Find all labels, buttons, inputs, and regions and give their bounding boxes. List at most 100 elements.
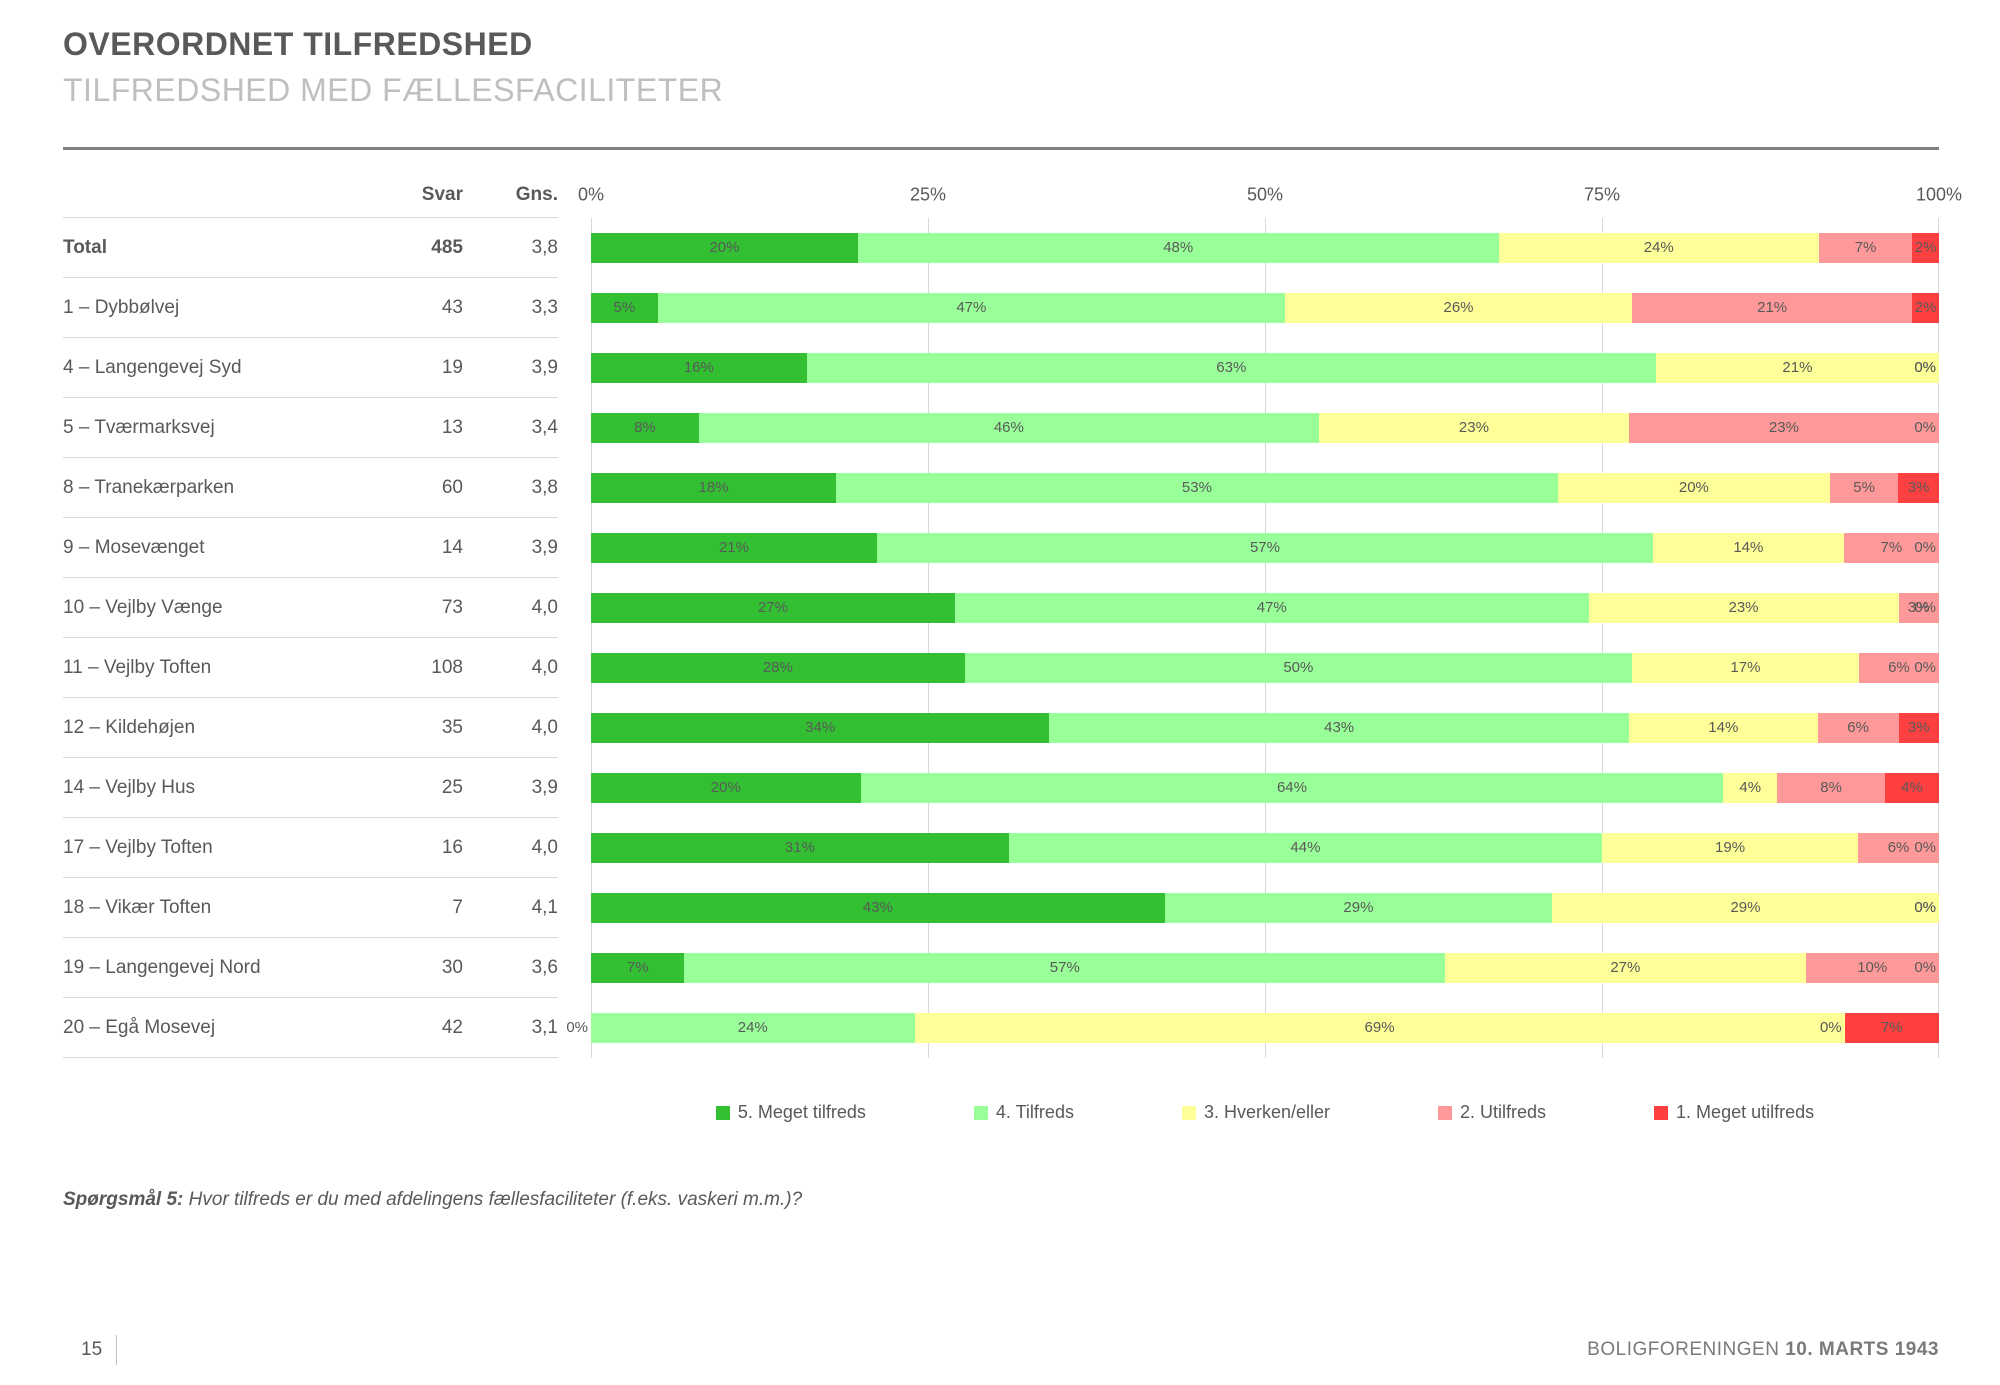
legend-label: 5. Meget tilfreds — [737, 1102, 866, 1122]
bar-segment: 27% — [1445, 953, 1806, 983]
bar-segment: 10% — [1805, 953, 1939, 983]
row-gns-value: 3,6 — [531, 956, 558, 978]
title-divider — [63, 147, 1939, 150]
row-label: Total — [63, 236, 107, 258]
x-axis-tick: 100% — [1915, 184, 1963, 205]
footer-org: BOLIGFORENINGEN — [1587, 1339, 1786, 1360]
bar-segment: 5% — [1830, 473, 1899, 503]
bar-segment-label: 4% — [1739, 779, 1762, 796]
bar-segment-label: 23% — [1768, 419, 1799, 436]
bar-segment-label: 6% — [1847, 719, 1869, 736]
table-row: 8 – Tranekærparken 60 3,8 18% 53% 20% 5% 3% — [63, 458, 1939, 518]
x-axis-tick: 0% — [577, 184, 605, 205]
bar-segment: 24% — [591, 1013, 915, 1043]
bar-segment: 26% — [1285, 293, 1632, 323]
row-gns-value: 3,9 — [531, 356, 558, 378]
bar-segment: 43% — [1049, 713, 1629, 743]
bar-segment: 53% — [836, 473, 1558, 503]
row-svar-value: 30 — [441, 956, 463, 978]
bar-zero-label: 0% — [1914, 899, 1936, 916]
bar-segment: 47% — [954, 593, 1589, 623]
bar-segment-label: 24% — [1643, 239, 1674, 256]
bar-segment-label: 19% — [1715, 839, 1746, 856]
bar-zero-label: 0% — [1914, 419, 1936, 436]
row-gns-value: 3,9 — [531, 536, 558, 558]
legend-label: 3. Hverken/eller — [1203, 1102, 1331, 1122]
legend-item: 1. Meget utilfreds — [1654, 1102, 1814, 1123]
footer-date: 10. MARTS 1943 — [1785, 1339, 1939, 1360]
page-subtitle: TILFREDSHED MED FÆLLESFACILITETER — [63, 72, 724, 108]
bar-segment: 16% — [591, 353, 807, 383]
bar-segment: 57% — [684, 953, 1446, 983]
row-svar-value: 7 — [452, 896, 463, 918]
row-svar-value: 108 — [431, 656, 463, 678]
bar-segment: 44% — [1008, 833, 1602, 863]
bar-segment: 23% — [1588, 593, 1899, 623]
stacked-bar: 5% 47% 26% 21% 2% — [591, 293, 1939, 323]
table-row: 18 – Vikær Toften 7 4,1 43% 29% 29% 0% 0% — [63, 878, 1939, 938]
bar-segment: 6% — [1858, 653, 1939, 683]
bar-segment: 4% — [1723, 773, 1778, 803]
bar-segment-label: 50% — [1283, 659, 1314, 676]
legend-swatch-icon — [973, 1105, 988, 1120]
bar-segment: 21% — [1655, 353, 1939, 383]
bar-segment-label: 31% — [784, 839, 815, 856]
bar-zero-label: 0% — [1914, 359, 1936, 376]
bar-segment: 7% — [1843, 533, 1939, 563]
row-svar-value: 19 — [441, 356, 463, 378]
stacked-bar: 8% 46% 23% 23% 0% — [591, 413, 1939, 443]
row-label: 17 – Vejlby Toften — [63, 836, 213, 858]
bar-segment-label: 24% — [737, 1019, 768, 1036]
bar-segment: 4% — [1885, 773, 1939, 803]
legend-swatch-icon — [715, 1105, 730, 1120]
bar-segment: 57% — [876, 533, 1654, 563]
bar-segment: 31% — [591, 833, 1009, 863]
bar-segment-label: 17% — [1730, 659, 1761, 676]
bar-segment: 2% — [1912, 293, 1939, 323]
bar-segment: 21% — [1632, 293, 1913, 323]
page-number-divider — [116, 1335, 118, 1365]
bar-segment-label: 20% — [709, 239, 740, 256]
x-axis-tick: 25% — [909, 184, 947, 205]
chart-rows: Total 485 3,8 20% 48% 24% 7% 2% 1 – Dybbølvej 43 3… — [63, 218, 1939, 1058]
bar-segment: 8% — [1777, 773, 1886, 803]
row-gns-value: 4,0 — [531, 596, 558, 618]
bar-zero-label: 0% — [1914, 659, 1936, 676]
table-row: 17 – Vejlby Toften 16 4,0 31% 44% 19% 6% 0% — [63, 818, 1939, 878]
legend-label: 4. Tilfreds — [995, 1102, 1074, 1122]
bar-segment: 23% — [1318, 413, 1629, 443]
bar-segment: 64% — [860, 773, 1724, 803]
question-text: Hvor tilfreds er du med afdelingens fæll… — [183, 1189, 803, 1210]
bar-zero-label: 0% — [1914, 599, 1936, 616]
stacked-bar: 27% 47% 23% 3% 0% — [591, 593, 1939, 623]
bar-segment: 3% — [1898, 593, 1939, 623]
stacked-bar: 20% 48% 24% 7% 2% — [591, 233, 1939, 263]
bar-segment: 20% — [1557, 473, 1831, 503]
stacked-bar: 28% 50% 17% 6% 0% — [591, 653, 1939, 683]
bar-segment: 14% — [1628, 713, 1818, 743]
row-label: 1 – Dybbølvej — [63, 296, 180, 318]
bar-segment-label: 14% — [1708, 719, 1739, 736]
row-svar-value: 14 — [441, 536, 463, 558]
bar-segment-label: 4% — [1901, 779, 1923, 796]
bar-zero-label: 0% — [1819, 1019, 1842, 1036]
legend-item: 2. Utilfreds — [1438, 1102, 1546, 1123]
bar-segment-label: 18% — [698, 479, 729, 496]
table-row: 20 – Egå Mosevej 42 3,1 0% 24% 69% 0% 7% — [63, 998, 1939, 1058]
bar-segment-label: 8% — [1820, 779, 1842, 796]
bar-segment-label: 27% — [757, 599, 788, 616]
row-gns-value: 3,8 — [531, 236, 558, 258]
bar-segment-label: 7% — [1880, 539, 1903, 556]
table-row: 11 – Vejlby Toften 108 4,0 28% 50% 17% 6% 0% — [63, 638, 1939, 698]
row-label: 9 – Mosevænget — [63, 536, 205, 558]
table-row: Total 485 3,8 20% 48% 24% 7% 2% — [63, 218, 1939, 278]
legend-swatch-icon — [1181, 1105, 1196, 1120]
row-svar-value: 43 — [441, 296, 463, 318]
table-row: 12 – Kildehøjen 35 4,0 34% 43% 14% 6% 3% — [63, 698, 1939, 758]
row-svar-value: 42 — [441, 1016, 463, 1038]
bar-segment-label: 48% — [1163, 239, 1194, 256]
legend-item: 4. Tilfreds — [973, 1102, 1074, 1123]
bar-zero-label: 0% — [1914, 959, 1936, 976]
bar-segment-label: 43% — [862, 899, 893, 916]
stacked-bar: 34% 43% 14% 6% 3% — [591, 713, 1939, 743]
